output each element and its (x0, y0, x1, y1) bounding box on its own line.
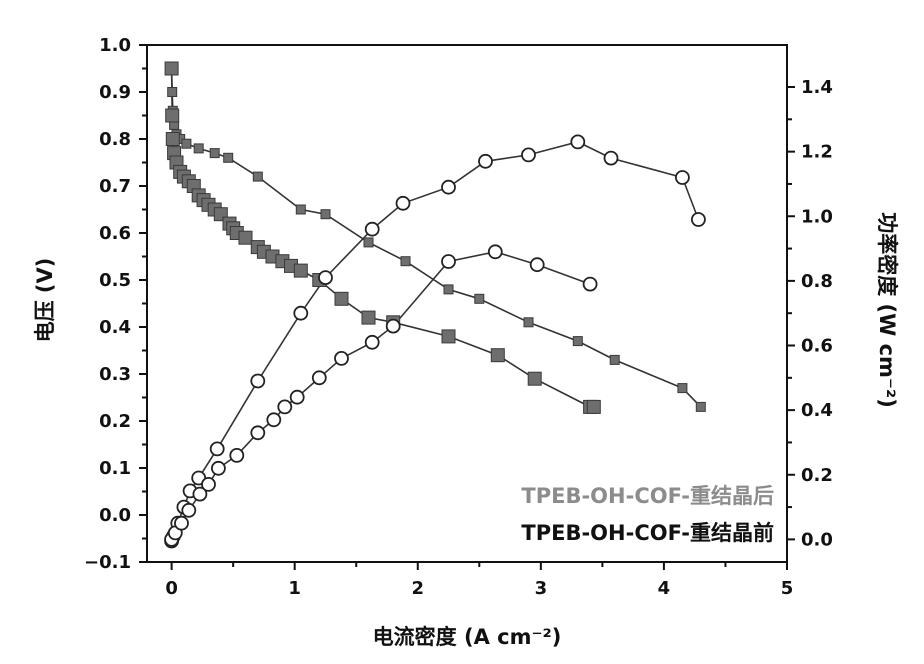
series-1-point (362, 311, 375, 324)
series-markers (165, 62, 705, 548)
series-0-point (168, 88, 177, 97)
y-left-tick-label: 0.1 (99, 458, 131, 479)
series-2-point (251, 375, 264, 388)
y-right-tick-label: 1.4 (801, 77, 833, 98)
series-3-point (182, 504, 195, 517)
series-1-point (442, 330, 455, 343)
series-3-point (489, 245, 502, 258)
y-right-tick-label: 0.4 (801, 400, 833, 421)
series-1-point (165, 62, 178, 75)
series-0-point (321, 210, 330, 219)
series-lines (172, 69, 701, 542)
series-1-point (491, 349, 504, 362)
series-2-point (397, 197, 410, 210)
y-left-tick-label: 0.0 (99, 505, 131, 526)
series-0-point (210, 149, 219, 158)
legend-entry-after: TPEB-OH-COF-重结晶后 (521, 484, 774, 508)
series-1-point (528, 372, 541, 385)
y-left-tick-label: −0.1 (84, 552, 131, 573)
series-2-line (172, 142, 699, 541)
y-right-tick-label: 0.0 (801, 529, 833, 550)
series-2-point (676, 171, 689, 184)
y-right-tick-label: 1.2 (801, 142, 833, 163)
series-2-point (522, 148, 535, 161)
series-3-point (291, 391, 304, 404)
y-right-tick-label: 0.2 (801, 465, 833, 486)
x-tick-label: 2 (412, 578, 425, 599)
y-left-tick-label: 0.3 (99, 364, 131, 385)
series-1-point (166, 133, 179, 146)
tick-labels: 0 1 2 3 4 5 −0.1 0.0 0.1 0.2 0.3 0.4 0.5 0.6 0.7 0.8 0.9… (84, 35, 833, 599)
series-2-point (605, 152, 618, 165)
series-2-point (319, 271, 332, 284)
series-2-point (692, 213, 705, 226)
y-left-tick-label: 0.5 (99, 270, 131, 291)
series-3-point (531, 258, 544, 271)
x-tick-label: 4 (658, 578, 671, 599)
y-left-tick-label: 0.2 (99, 411, 131, 432)
y-left-tick-label: 0.9 (99, 82, 131, 103)
y-left-tick-label: 1.0 (99, 35, 131, 56)
y-left-axis-title: 电压 (V) (33, 258, 57, 343)
series-2-point (571, 135, 584, 148)
series-3-point (267, 413, 280, 426)
series-3-point (212, 462, 225, 475)
series-1-point (239, 231, 252, 244)
series-2-point (479, 155, 492, 168)
series-3-point (278, 400, 291, 413)
x-axis-title: 电流密度 (A cm⁻²) (373, 625, 562, 649)
x-tick-label: 0 (165, 578, 178, 599)
series-2-point (211, 442, 224, 455)
y-left-tick-label: 0.7 (99, 176, 131, 197)
series-0-point (610, 355, 619, 364)
x-tick-label: 5 (781, 578, 794, 599)
series-2-point (366, 223, 379, 236)
series-0-point (364, 238, 373, 247)
y-right-tick-label: 0.6 (801, 336, 833, 357)
series-0-point (573, 337, 582, 346)
series-0-point (224, 153, 233, 162)
series-1-point (166, 109, 179, 122)
series-3-point (313, 371, 326, 384)
legend-entry-before: TPEB-OH-COF-重结晶前 (521, 521, 774, 545)
y-right-axis-title: 功率密度 (W cm⁻²) (875, 212, 899, 408)
series-0-point (678, 384, 687, 393)
series-3-point (251, 426, 264, 439)
series-3-point (442, 255, 455, 268)
series-0-point (524, 318, 533, 327)
series-1-point (294, 264, 307, 277)
series-0-point (401, 257, 410, 266)
series-1-point (587, 400, 600, 413)
series-3-point (175, 517, 188, 530)
series-0-point (696, 402, 705, 411)
series-0-point (253, 172, 262, 181)
series-3-point (335, 352, 348, 365)
y-right-tick-label: 0.8 (801, 271, 833, 292)
series-0-point (444, 285, 453, 294)
series-0-point (475, 294, 484, 303)
series-1-point (335, 292, 348, 305)
series-3-point (366, 336, 379, 349)
x-tick-label: 3 (535, 578, 548, 599)
y-left-tick-label: 0.4 (99, 317, 131, 338)
series-0-point (182, 139, 191, 148)
x-tick-label: 1 (288, 578, 301, 599)
series-3-point (387, 320, 400, 333)
series-2-point (442, 181, 455, 194)
series-3-point (202, 478, 215, 491)
series-0-point (194, 144, 203, 153)
y-right-tick-label: 1.0 (801, 206, 833, 227)
y-left-tick-label: 0.6 (99, 223, 131, 244)
series-3-point (230, 449, 243, 462)
series-3-point (584, 278, 597, 291)
series-0-point (296, 205, 305, 214)
y-left-tick-label: 0.8 (99, 129, 131, 150)
series-2-point (294, 307, 307, 320)
